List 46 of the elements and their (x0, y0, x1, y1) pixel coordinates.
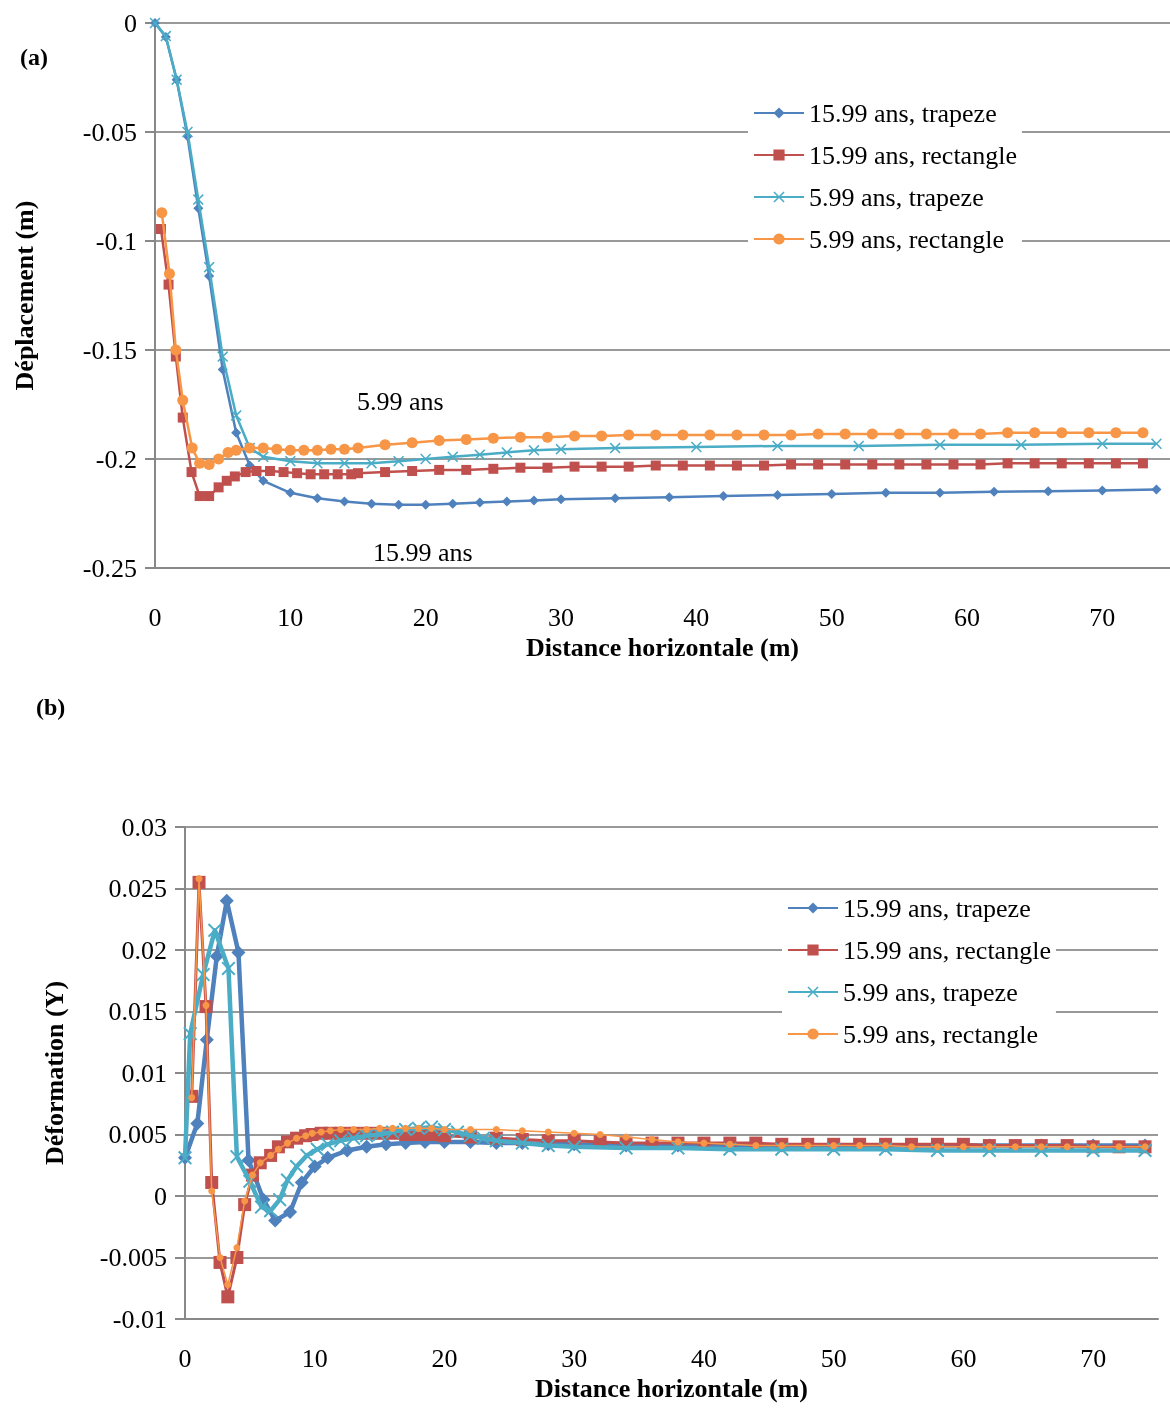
legend-label: 15.99 ans, trapeze (843, 893, 1031, 923)
y-tick-label: 0 (124, 8, 137, 38)
x-tick-label: 50 (820, 1343, 847, 1373)
y-tick-label: 0.03 (121, 812, 167, 842)
y-tick-label: 0.025 (108, 874, 167, 903)
y-tick-label: 0.02 (121, 935, 167, 965)
y-tick-label: 0 (154, 1181, 167, 1211)
y-tick-label: 0.01 (121, 1058, 167, 1088)
legend-label: 15.99 ans, rectangle (809, 140, 1017, 170)
x-tick-label: 20 (412, 602, 439, 632)
x-tick-label: 10 (277, 602, 304, 632)
x-tick-label: 20 (431, 1343, 458, 1373)
y-tick-label: -0.05 (82, 117, 137, 147)
legend-label: 5.99 ans, trapeze (809, 182, 984, 212)
y-tick-label: -0.2 (95, 444, 137, 474)
x-tick-label: 40 (690, 1343, 717, 1373)
x-tick-label: 60 (954, 602, 980, 632)
text: (b) (36, 694, 66, 720)
x-tick-label: 60 (950, 1343, 977, 1373)
y-tick-label: -0.005 (99, 1243, 167, 1272)
x-tick-label: 30 (548, 602, 574, 632)
legend-label: 5.99 ans, rectangle (809, 224, 1004, 254)
x-tick-label: 70 (1080, 1343, 1107, 1373)
x-axis-title: Distance horizontale (m) (535, 1374, 808, 1404)
text: (a) (20, 44, 48, 70)
y-axis-title: Déformation (Y) (39, 980, 69, 1166)
y-tick-label: -0.15 (82, 335, 137, 365)
x-tick-label: 50 (818, 602, 845, 632)
x-tick-label: 0 (178, 1343, 192, 1373)
legend-label: 15.99 ans, trapeze (809, 98, 997, 128)
x-axis-title: Distance horizontale (m) (526, 633, 799, 663)
y-tick-label: -0.1 (95, 226, 137, 256)
x-tick-label: 40 (683, 602, 710, 632)
x-tick-label: 10 (301, 1343, 328, 1373)
y-tick-label: 0.015 (108, 997, 167, 1026)
legend-label: 5.99 ans, rectangle (843, 1019, 1038, 1049)
x-tick-label: 70 (1089, 602, 1116, 632)
y-tick-label: -0.25 (82, 553, 137, 583)
x-tick-label: 30 (561, 1343, 588, 1373)
legend-label: 15.99 ans, rectangle (843, 935, 1051, 965)
annotation: 15.99 ans (373, 537, 473, 567)
legend-label: 5.99 ans, trapeze (843, 977, 1018, 1007)
y-tick-label: 0.005 (108, 1120, 167, 1149)
y-axis-title: Déplacement (m) (9, 200, 39, 391)
annotation: 5.99 ans (357, 386, 444, 416)
y-tick-label: -0.01 (112, 1304, 167, 1334)
